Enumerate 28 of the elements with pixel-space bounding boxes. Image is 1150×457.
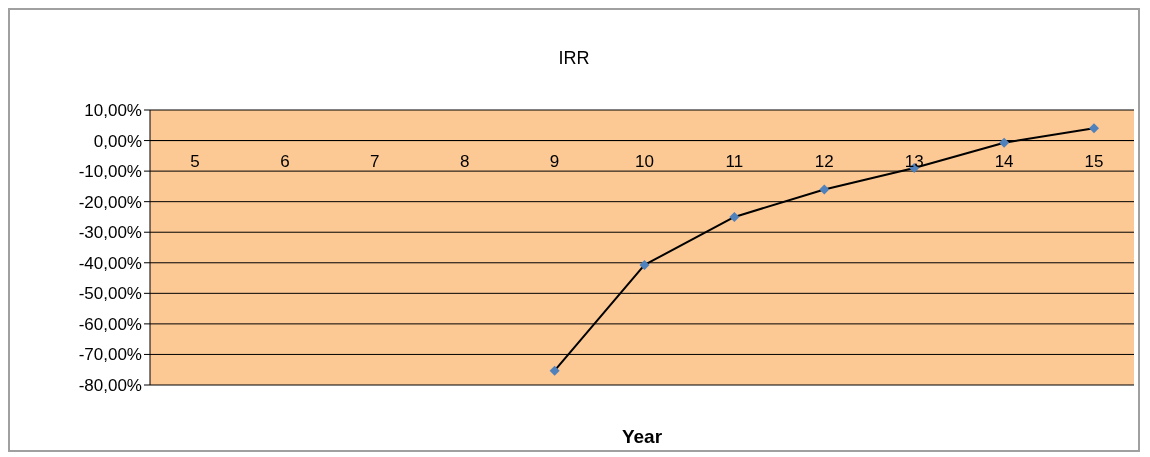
x-tick-label: 15	[1084, 151, 1104, 171]
y-tick-label: 10,00%	[84, 101, 142, 121]
x-tick-label: 9	[549, 151, 560, 171]
x-tick-label: 11	[725, 151, 744, 171]
point	[819, 184, 830, 195]
x-tick-label: 8	[459, 151, 470, 171]
x-tick-label: 10	[635, 151, 654, 171]
point	[639, 259, 650, 270]
chart-title: IRR	[557, 48, 591, 69]
y-tick-label: -50,00%	[78, 284, 142, 304]
x-tick-label: 7	[370, 151, 380, 171]
y-tick-label: 0,00%	[93, 131, 142, 151]
y-tick-label: -80,00%	[78, 376, 142, 396]
y-tick-label: -20,00%	[78, 192, 142, 212]
y-tick-label: -10,00%	[78, 162, 142, 182]
y-tick-label: -40,00%	[78, 253, 142, 273]
y-tick-label: -60,00%	[78, 314, 142, 334]
point	[549, 365, 560, 376]
point	[1089, 123, 1099, 134]
x-tick-label: 12	[814, 151, 834, 171]
x-axis-title: Year	[621, 426, 663, 447]
x-tick-label: 5	[190, 151, 200, 171]
y-tick-label: -30,00%	[78, 223, 142, 243]
x-tick-label: 6	[280, 151, 290, 171]
point	[999, 137, 1010, 148]
y-tick-label: -70,00%	[78, 345, 142, 365]
point	[729, 211, 740, 222]
x-tick-label: 14	[994, 151, 1014, 171]
